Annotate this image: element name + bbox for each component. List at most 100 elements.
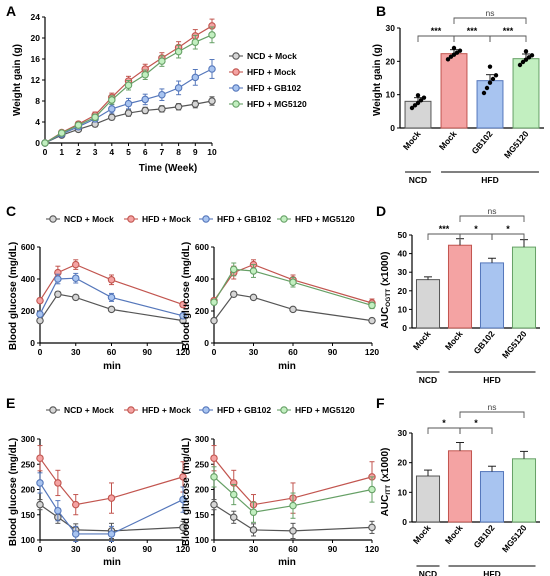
panel-letter-a: A [6, 3, 16, 19]
bar [404, 100, 432, 129]
category-label: MG5120 [502, 129, 531, 161]
data-point [210, 316, 218, 325]
data-point [191, 73, 200, 82]
x-tick-label: 2 [76, 147, 81, 157]
panel-c1-ylabel: Blood glucose (mg/dL) [8, 242, 19, 350]
x-tick-label: 0 [212, 347, 217, 357]
panel-e1-xlabel: min [103, 557, 121, 568]
data-point [179, 473, 187, 481]
panel-letter-b: B [376, 3, 386, 19]
panel-f-ylabel: AUCITT (x1000) [380, 448, 392, 517]
y-tick-label: 400 [195, 274, 209, 284]
y-tick-label: 400 [21, 274, 35, 284]
category-label: GB102 [472, 523, 497, 550]
data-point [210, 454, 218, 462]
bar [440, 53, 468, 129]
data-point [141, 95, 149, 104]
significance-label: *** [431, 26, 442, 36]
data-dot [517, 62, 523, 68]
y-tick-label: 20 [386, 56, 396, 66]
data-point [108, 105, 116, 113]
group-label-hfd: HFD [483, 569, 500, 576]
significance-bracket [459, 427, 493, 434]
data-point [179, 495, 187, 504]
category-label: Mock [411, 523, 433, 546]
significance-label: *** [467, 26, 478, 36]
bar [479, 471, 505, 523]
y-tick-label: 600 [195, 242, 209, 252]
y-tick-label: 300 [195, 434, 209, 444]
y-tick-label: 4 [35, 117, 40, 127]
x-tick-label: 120 [176, 347, 190, 357]
legend-label: HFD + MG5120 [247, 99, 307, 109]
bar [447, 450, 473, 523]
y-tick-label: 20 [398, 286, 408, 296]
x-tick-label: 8 [176, 147, 181, 157]
y-tick-label: 0 [402, 323, 407, 333]
significance-bracket [427, 233, 461, 240]
data-point [208, 65, 216, 73]
y-tick-label: 50 [398, 230, 408, 240]
x-tick-label: 90 [328, 544, 338, 554]
bar [476, 80, 504, 129]
data-point [191, 38, 200, 46]
category-label: GB102 [472, 329, 497, 356]
panel-letter-f: F [376, 395, 385, 411]
data-point [368, 316, 376, 325]
x-tick-label: 120 [365, 347, 379, 357]
data-point [208, 31, 216, 39]
data-point [174, 47, 183, 56]
significance-label: ns [488, 206, 497, 216]
legend-marker [127, 215, 135, 223]
y-tick-label: 100 [21, 535, 35, 545]
legend-label: HFD + GB102 [217, 405, 271, 415]
data-point [289, 305, 297, 314]
x-tick-label: 30 [71, 544, 81, 554]
x-tick-label: 5 [126, 147, 131, 157]
x-tick-label: 90 [143, 544, 153, 554]
legend-marker [232, 100, 240, 108]
data-point [107, 530, 116, 538]
data-point [210, 473, 218, 481]
data-point [54, 506, 62, 515]
significance-bracket [491, 233, 525, 240]
x-tick-label: 120 [365, 544, 379, 554]
legend-marker [280, 406, 288, 414]
data-point [74, 121, 83, 129]
category-label: GB102 [470, 129, 495, 156]
y-tick-label: 30 [386, 23, 396, 33]
panel-a-weight-gain-chart: Time (Week) Weight gain (g) 0 1 2 3 4 5 6 7 8 9 10… [12, 12, 307, 174]
panel-a-xlabel: Time (Week) [139, 163, 198, 174]
legend-label: NCD + Mock [64, 214, 114, 224]
panel-d-ylabel: AUCOGTT (x1000) [380, 252, 392, 329]
data-dot [415, 93, 421, 98]
y-tick-label: 20 [31, 33, 41, 43]
data-point [179, 312, 187, 320]
y-tick-label: 150 [195, 510, 209, 520]
significance-label: * [474, 224, 478, 234]
y-tick-label: 8 [35, 96, 40, 106]
x-tick-label: 10 [207, 147, 217, 157]
significance-bracket [417, 35, 455, 42]
data-point [108, 113, 116, 122]
panel-e2-xlabel: min [278, 557, 296, 568]
data-point [141, 71, 149, 79]
data-point [72, 274, 80, 282]
data-point [174, 103, 183, 111]
legend-marker [232, 52, 240, 60]
data-dot [490, 76, 496, 82]
legend-marker [232, 84, 240, 92]
data-point [249, 293, 258, 302]
panel-f-auc-itt-bars: AUCITT (x1000) 0 10 20 30 Mock Mock GB102 MG512… [380, 402, 540, 576]
data-point [107, 494, 116, 502]
y-tick-label: 30 [398, 428, 408, 438]
x-tick-label: 3 [93, 147, 98, 157]
x-tick-label: 7 [160, 147, 165, 157]
panel-e-itt-gb102-chart: min Blood glucose (mg/dL) 0 30 60 90 120 100 1… [8, 405, 355, 568]
significance-label: * [474, 418, 478, 428]
significance-bracket [453, 17, 527, 24]
category-label: Mock [443, 523, 465, 546]
y-tick-label: 200 [21, 485, 35, 495]
x-tick-label: 30 [249, 347, 259, 357]
